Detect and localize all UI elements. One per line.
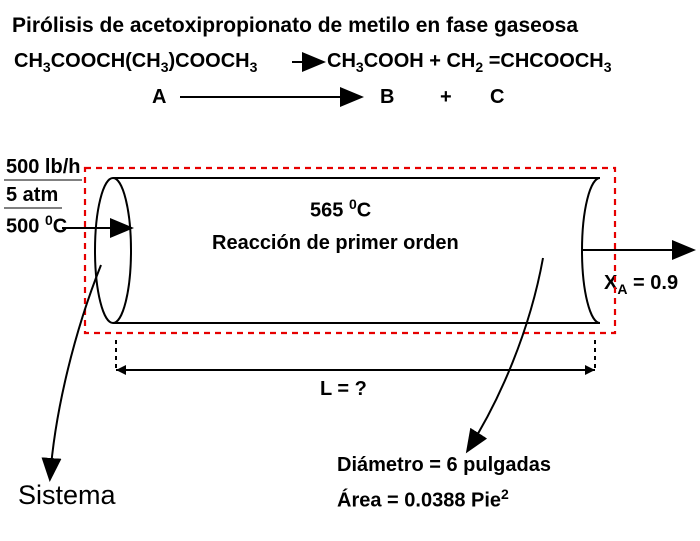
diagram-svg xyxy=(0,0,700,541)
